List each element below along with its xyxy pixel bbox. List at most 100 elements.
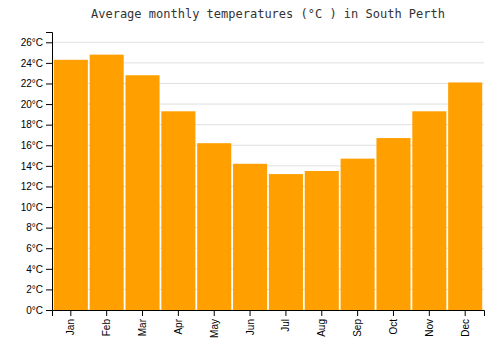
tick: Nov <box>424 310 435 337</box>
bar <box>305 171 339 310</box>
bar <box>448 82 482 310</box>
bar <box>269 174 303 310</box>
tick-mark <box>46 289 52 290</box>
tick-mark <box>106 310 107 316</box>
x-axis: Jan Feb Mar Apr May Jun Jul Aug Sep Oct Nov Dec <box>53 310 485 338</box>
tick: 20°C <box>21 99 52 110</box>
tick-label: Jan <box>65 319 76 335</box>
tick-mark <box>46 310 52 311</box>
tick-label: Mar <box>137 318 148 336</box>
tick: 6°C <box>26 243 52 254</box>
tick-mark <box>46 42 52 43</box>
tick: Jun <box>245 310 256 335</box>
tick: 4°C <box>26 264 52 275</box>
tick: 8°C <box>26 222 52 233</box>
tick-mark <box>46 63 52 64</box>
tick-label: Dec <box>460 319 471 337</box>
tick-mark <box>178 310 179 316</box>
tick: May <box>209 310 220 338</box>
tick-mark <box>46 207 52 208</box>
plot: 0°C 2°C 4°C 6°C 8°C 10°C 12°C 14°C 16°C 18°C 20°C 2… <box>21 33 485 338</box>
tick-label: Jul <box>280 319 291 332</box>
tick-mark <box>429 310 430 316</box>
tick: 0°C <box>26 305 52 316</box>
tick: 2°C <box>26 284 52 295</box>
tick: Aug <box>316 310 327 337</box>
tick-mark <box>142 310 143 316</box>
bar <box>125 75 159 310</box>
tick-label: 18°C <box>21 119 43 130</box>
bar <box>161 111 195 310</box>
tick-label: 26°C <box>21 37 43 48</box>
tick-mark <box>46 186 52 187</box>
tick-label: Apr <box>173 318 184 334</box>
tick-label: Nov <box>424 319 435 337</box>
tick-mark <box>357 310 358 316</box>
bar <box>54 60 88 310</box>
tick: 22°C <box>21 78 52 89</box>
bar <box>90 55 124 310</box>
tick-mark <box>46 166 52 167</box>
tick-label: 22°C <box>21 78 43 89</box>
tick-mark <box>393 310 394 316</box>
tick-label: 10°C <box>21 202 43 213</box>
tick: 14°C <box>21 161 52 172</box>
tick: Sep <box>352 310 363 337</box>
tick-mark <box>46 269 52 270</box>
tick-mark <box>465 310 466 316</box>
axis-line <box>53 311 485 317</box>
tick: Oct <box>388 310 399 335</box>
tick-mark <box>321 310 322 316</box>
bar <box>376 138 410 310</box>
tick-mark <box>46 145 52 146</box>
tick: 16°C <box>21 140 52 151</box>
tick: Dec <box>460 310 471 337</box>
tick-label: 0°C <box>26 305 43 316</box>
tick-label: Feb <box>101 319 112 337</box>
tick-mark <box>46 104 52 105</box>
tick-label: 24°C <box>21 58 43 69</box>
tick-mark <box>46 125 52 126</box>
tick-mark <box>250 310 251 316</box>
y-axis: 0°C 2°C 4°C 6°C 8°C 10°C 12°C 14°C 16°C 18°C 20°C 2… <box>21 33 53 316</box>
tick-label: 16°C <box>21 140 43 151</box>
bar <box>412 111 446 310</box>
tick-label: Sep <box>352 319 363 337</box>
tick-label: Jun <box>245 319 256 335</box>
tick: 12°C <box>21 181 52 192</box>
tick-label: May <box>209 319 220 338</box>
tick-mark <box>214 310 215 316</box>
tick-label: 2°C <box>26 284 43 295</box>
tick-mark <box>46 228 52 229</box>
tick: 10°C <box>21 202 52 213</box>
tick-label: 20°C <box>21 99 43 110</box>
tick-label: 14°C <box>21 161 43 172</box>
tick-mark <box>285 310 286 316</box>
bar <box>341 159 375 310</box>
tick: Jan <box>65 310 76 335</box>
tick: Mar <box>137 310 148 336</box>
tick-label: 12°C <box>21 181 43 192</box>
tick-label: 4°C <box>26 264 43 275</box>
bar <box>233 164 267 310</box>
tick-label: Aug <box>316 319 327 337</box>
grid <box>52 42 484 310</box>
tick: Feb <box>101 310 112 336</box>
chart: 0°C 2°C 4°C 6°C 8°C 10°C 12°C 14°C 16°C 18°C 20°C 2… <box>0 0 500 350</box>
tick: 18°C <box>21 119 52 130</box>
tick: 24°C <box>21 58 52 69</box>
bar <box>197 143 231 310</box>
tick-mark <box>46 83 52 84</box>
tick-mark <box>70 310 71 316</box>
grid-line <box>52 42 484 43</box>
title: Average monthly temperatures (°C ) in So… <box>91 7 445 21</box>
tick: Jul <box>280 310 291 332</box>
axis-line <box>46 33 53 311</box>
tick: Apr <box>173 310 184 335</box>
tick-label: 6°C <box>26 243 43 254</box>
bars <box>54 55 482 310</box>
tick-label: Oct <box>388 319 399 335</box>
tick: 26°C <box>21 37 52 48</box>
tick-mark <box>46 248 52 249</box>
tick-label: 8°C <box>26 222 43 233</box>
